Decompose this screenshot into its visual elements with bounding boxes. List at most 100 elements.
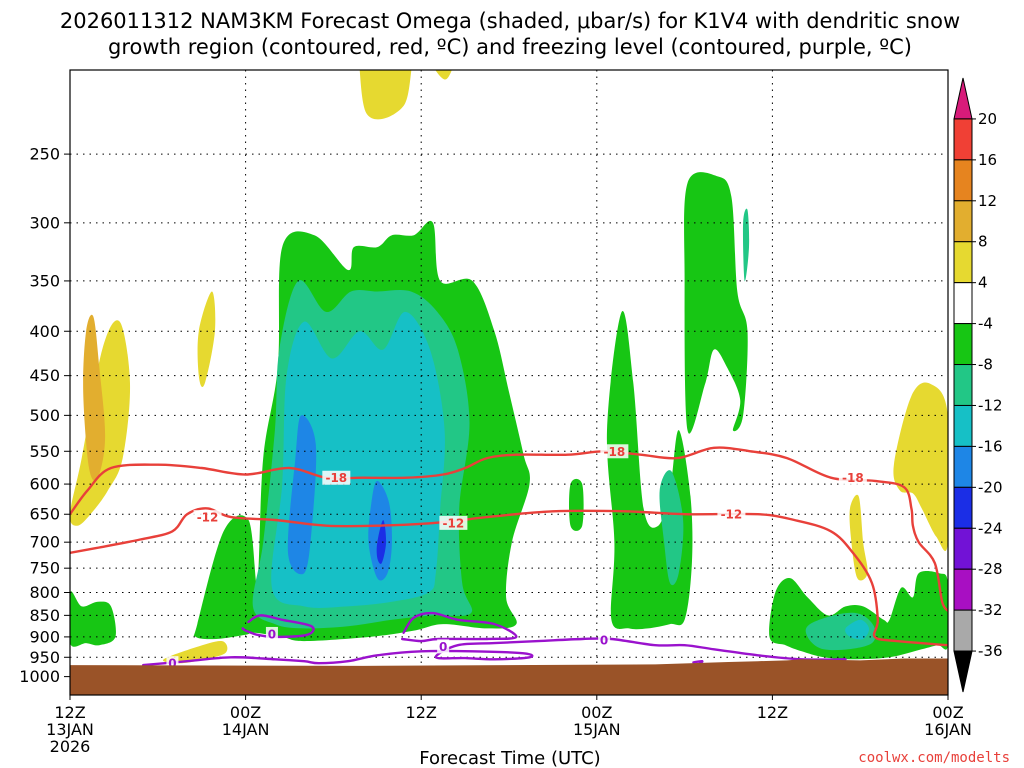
colorbar-segment-13 bbox=[953, 609, 973, 652]
omega-region-6 bbox=[70, 591, 116, 647]
dendritic-contour-label-1-0: -12 bbox=[197, 511, 219, 525]
colorbar-segment-3 bbox=[953, 200, 973, 243]
chart-title-line-1: 2026011312 NAM3KM Forecast Omega (shaded… bbox=[60, 9, 960, 33]
y-axis-pressure-labels: 250 300 350 400 450 500 550 600 650 700 750 800 850 9… bbox=[19, 145, 70, 686]
y-tick-label-700: 700 bbox=[29, 533, 60, 552]
dendritic-contour-label-bg-0-1 bbox=[600, 444, 629, 459]
omega-region-14 bbox=[684, 172, 748, 434]
ground-surface bbox=[70, 658, 948, 695]
dendritic-contour-label-1-2: -12 bbox=[721, 508, 743, 522]
colorbar-label-8: -16 bbox=[978, 437, 1003, 455]
colorbar-label-10: -24 bbox=[978, 519, 1003, 537]
omega-region-2 bbox=[197, 291, 216, 388]
y-tick-label-750: 750 bbox=[29, 559, 60, 578]
omega-colorbar: 20 16 12 8 4 -4 -8 -12 -16 -20 -24 -28 -32 -36 bbox=[953, 77, 1003, 693]
x-axis-title: Forecast Time (UTC) bbox=[419, 748, 600, 768]
colorbar-segment-1 bbox=[953, 118, 973, 161]
dendritic-contour-label-0-0: -18 bbox=[325, 471, 347, 485]
colorbar-segment-6 bbox=[953, 323, 973, 366]
colorbar-segment-2 bbox=[953, 159, 973, 202]
colorbar-segment-14 bbox=[953, 650, 973, 693]
colorbar-label-11: -28 bbox=[978, 560, 1003, 578]
omega-region-13 bbox=[606, 311, 693, 630]
y-tick-label-900: 900 bbox=[29, 627, 60, 646]
colorbar-label-4: 4 bbox=[978, 274, 988, 292]
freezing-contour-label-4-0: 0 bbox=[168, 657, 176, 671]
y-tick-label-850: 850 bbox=[29, 606, 60, 625]
omega-region-11 bbox=[376, 520, 387, 564]
omega-region-21 bbox=[893, 382, 948, 551]
y-tick-label-550: 550 bbox=[29, 442, 60, 461]
x-tick-label-48-0: 12Z bbox=[757, 703, 788, 722]
x-tick-label-60-1: 16JAN bbox=[924, 720, 972, 739]
freezing-contour-4 bbox=[142, 637, 847, 667]
omega-region-19 bbox=[845, 619, 870, 640]
x-tick-label-0-2: 2026 bbox=[50, 737, 91, 756]
colorbar-label-3: 8 bbox=[978, 233, 988, 251]
omega-region-8 bbox=[271, 311, 445, 608]
colorbar-segment-0 bbox=[953, 77, 973, 120]
omega-region-16 bbox=[742, 208, 750, 282]
omega-region-15 bbox=[659, 470, 684, 586]
colorbar-label-0: 20 bbox=[978, 110, 997, 128]
dendritic-contour-label-0-2: -18 bbox=[842, 471, 864, 485]
dendritic-contour-label-bg-1-2 bbox=[717, 507, 746, 522]
y-tick-label-600: 600 bbox=[29, 475, 60, 494]
y-tick-label-300: 300 bbox=[29, 213, 60, 232]
chart-title-line-2: growth region (contoured, red, ºC) and f… bbox=[108, 35, 912, 59]
colorbar-segment-9 bbox=[953, 445, 973, 488]
colorbar-label-7: -12 bbox=[978, 396, 1003, 414]
dendritic-contour-label-bg-1-0 bbox=[193, 510, 222, 525]
freezing-contour-label-2-0: 0 bbox=[268, 627, 276, 641]
dendritic-contour-1 bbox=[70, 507, 948, 647]
y-tick-label-650: 650 bbox=[29, 505, 60, 524]
colorbar-segment-12 bbox=[953, 568, 973, 611]
y-tick-label-450: 450 bbox=[29, 366, 60, 385]
colorbar-segment-11 bbox=[953, 527, 973, 570]
freezing-contour-label-4-2: 0 bbox=[600, 634, 608, 648]
omega-region-9 bbox=[287, 415, 317, 575]
x-tick-label-0-0: 12Z bbox=[54, 703, 85, 722]
colorbar-label-1: 16 bbox=[978, 151, 997, 169]
colorbar-label-5: -4 bbox=[978, 315, 993, 333]
dendritic-contour-0 bbox=[70, 446, 948, 613]
omega-region-20 bbox=[849, 494, 868, 581]
omega-region-1 bbox=[83, 314, 106, 481]
colorbar-segment-4 bbox=[953, 241, 973, 284]
y-tick-label-400: 400 bbox=[29, 322, 60, 341]
y-tick-label-250: 250 bbox=[29, 145, 60, 164]
x-tick-label-0-1: 13JAN bbox=[46, 720, 94, 739]
dendritic-contour-label-bg-0-2 bbox=[838, 470, 867, 485]
y-tick-label-350: 350 bbox=[29, 271, 60, 290]
x-tick-label-12-0: 00Z bbox=[230, 703, 261, 722]
colorbar-segment-10 bbox=[953, 486, 973, 529]
omega-shading-layer bbox=[70, 70, 948, 664]
freezing-contour-2 bbox=[241, 614, 315, 639]
colorbar-label-9: -20 bbox=[978, 478, 1003, 496]
dendritic-contour-label-bg-0-0 bbox=[322, 470, 351, 485]
dendritic-contour-label-bg-1-1 bbox=[439, 515, 468, 530]
y-tick-label-800: 800 bbox=[29, 583, 60, 602]
x-tick-label-36-0: 00Z bbox=[581, 703, 612, 722]
colorbar-segment-5 bbox=[953, 282, 973, 325]
y-tick-label-950: 950 bbox=[29, 648, 60, 667]
colorbar-segment-8 bbox=[953, 404, 973, 447]
freezing-contour-label-bg-2-0 bbox=[265, 626, 278, 641]
freezing-contour-label-bg-4-1 bbox=[437, 639, 450, 654]
y-tick-label-1000: 1000 bbox=[19, 667, 60, 686]
omega-region-3 bbox=[359, 70, 452, 120]
freezing-contour-3 bbox=[401, 611, 518, 643]
colorbar-label-13: -36 bbox=[978, 642, 1003, 660]
freezing-contour-label-4-1: 0 bbox=[439, 640, 447, 654]
colorbar-segment-7 bbox=[953, 364, 973, 406]
contour-layer: -18 -18 -18 -12 -12 -12 0 0 0 0 bbox=[70, 444, 948, 671]
colorbar-label-12: -32 bbox=[978, 601, 1003, 619]
plot-frame bbox=[69, 69, 949, 696]
site-credit[interactable]: coolwx.com/modelts bbox=[858, 750, 1010, 766]
x-tick-label-36-1: 15JAN bbox=[573, 720, 621, 739]
x-tick-label-24-0: 12Z bbox=[406, 703, 437, 722]
dendritic-contour-label-0-1: -18 bbox=[604, 445, 626, 459]
x-tick-label-60-0: 00Z bbox=[932, 703, 963, 722]
